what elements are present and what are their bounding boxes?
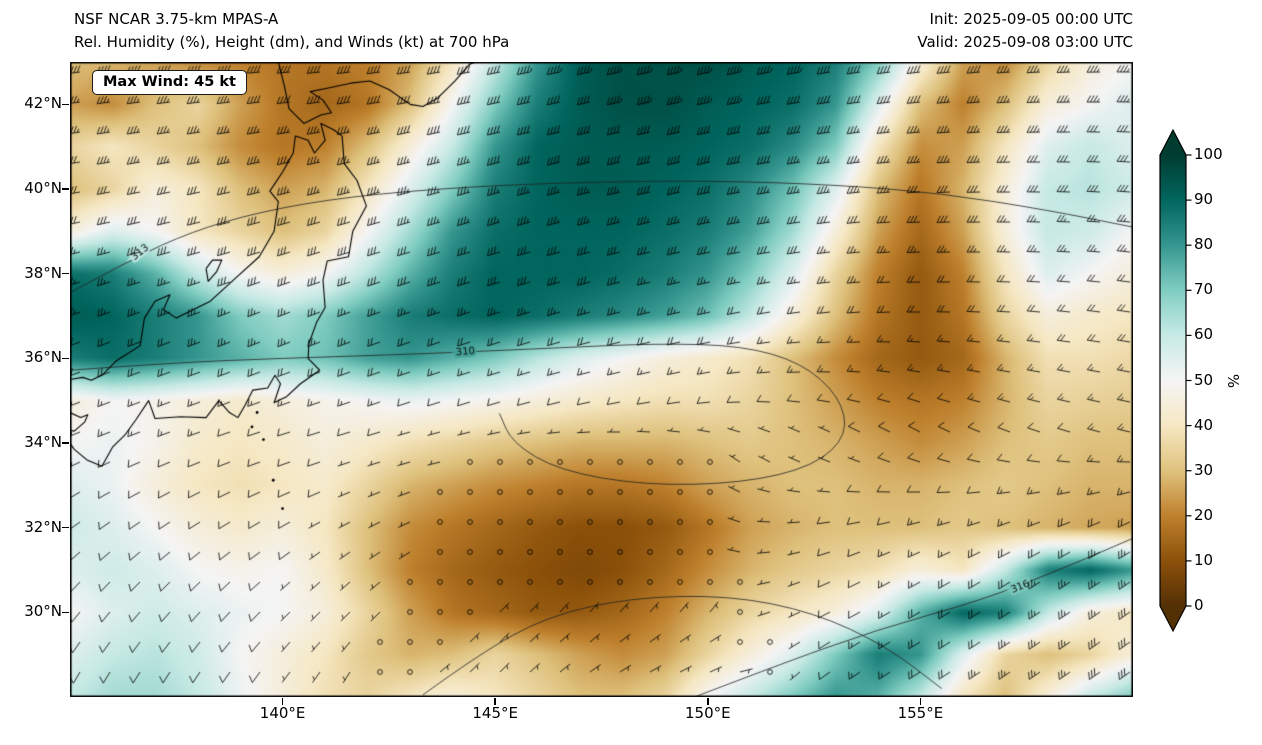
lon-tick-mark	[281, 698, 284, 705]
colorbar-tick-label: 70	[1194, 280, 1214, 299]
colorbar-tick-label: 50	[1194, 370, 1214, 389]
lat-tick-mark	[62, 272, 69, 275]
colorbar-tick-label: 100	[1194, 145, 1223, 163]
lat-tick-mark	[62, 442, 69, 444]
lat-tick-mark	[62, 357, 69, 360]
lat-tick-mark	[62, 188, 69, 190]
lat-tick-label: 42°N	[24, 94, 62, 113]
lat-tick-mark	[62, 611, 69, 614]
max-wind-badge: Max Wind: 45 kt	[92, 70, 247, 95]
lat-tick-label: 30°N	[24, 602, 62, 621]
colorbar-tick-label: 40	[1194, 415, 1214, 434]
lon-tick-label: 145°E	[472, 704, 518, 722]
colorbar-tick-label: 10	[1194, 550, 1214, 569]
lon-tick-label: 150°E	[684, 704, 731, 722]
lat-tick-label: 40°N	[24, 179, 62, 197]
lat-tick-label: 38°N	[24, 263, 62, 282]
lat-tick-label: 36°N	[24, 348, 62, 367]
lat-tick-label: 34°N	[24, 433, 62, 451]
colorbar-tick-label: 60	[1194, 325, 1214, 344]
colorbar-tick-label: 80	[1194, 235, 1214, 254]
valid-time: Valid: 2025-09-08 03:00 UTC	[917, 33, 1133, 51]
lon-tick-mark	[494, 698, 496, 705]
lat-tick-mark	[62, 103, 69, 106]
colorbar-tick-label: 30	[1194, 460, 1214, 479]
init-time: Init: 2025-09-05 00:00 UTC	[929, 10, 1133, 28]
lon-tick-label: 155°E	[897, 704, 944, 722]
colorbar	[1159, 128, 1192, 633]
plot-subtitle: Rel. Humidity (%), Height (dm), and Wind…	[74, 33, 510, 51]
colorbar-tick-label: 20	[1194, 505, 1214, 524]
colorbar-gradient	[1159, 128, 1187, 633]
colorbar-tick-label: 90	[1194, 190, 1214, 209]
model-title: NSF NCAR 3.75-km MPAS-A	[74, 10, 279, 28]
lat-tick-mark	[62, 526, 69, 529]
lon-tick-label: 140°E	[259, 704, 306, 722]
colorbar-tick-label: 0	[1194, 596, 1204, 614]
lon-tick-mark	[707, 698, 709, 705]
weather-map	[70, 62, 1133, 697]
lon-tick-mark	[919, 698, 922, 705]
lat-tick-label: 32°N	[24, 517, 62, 536]
